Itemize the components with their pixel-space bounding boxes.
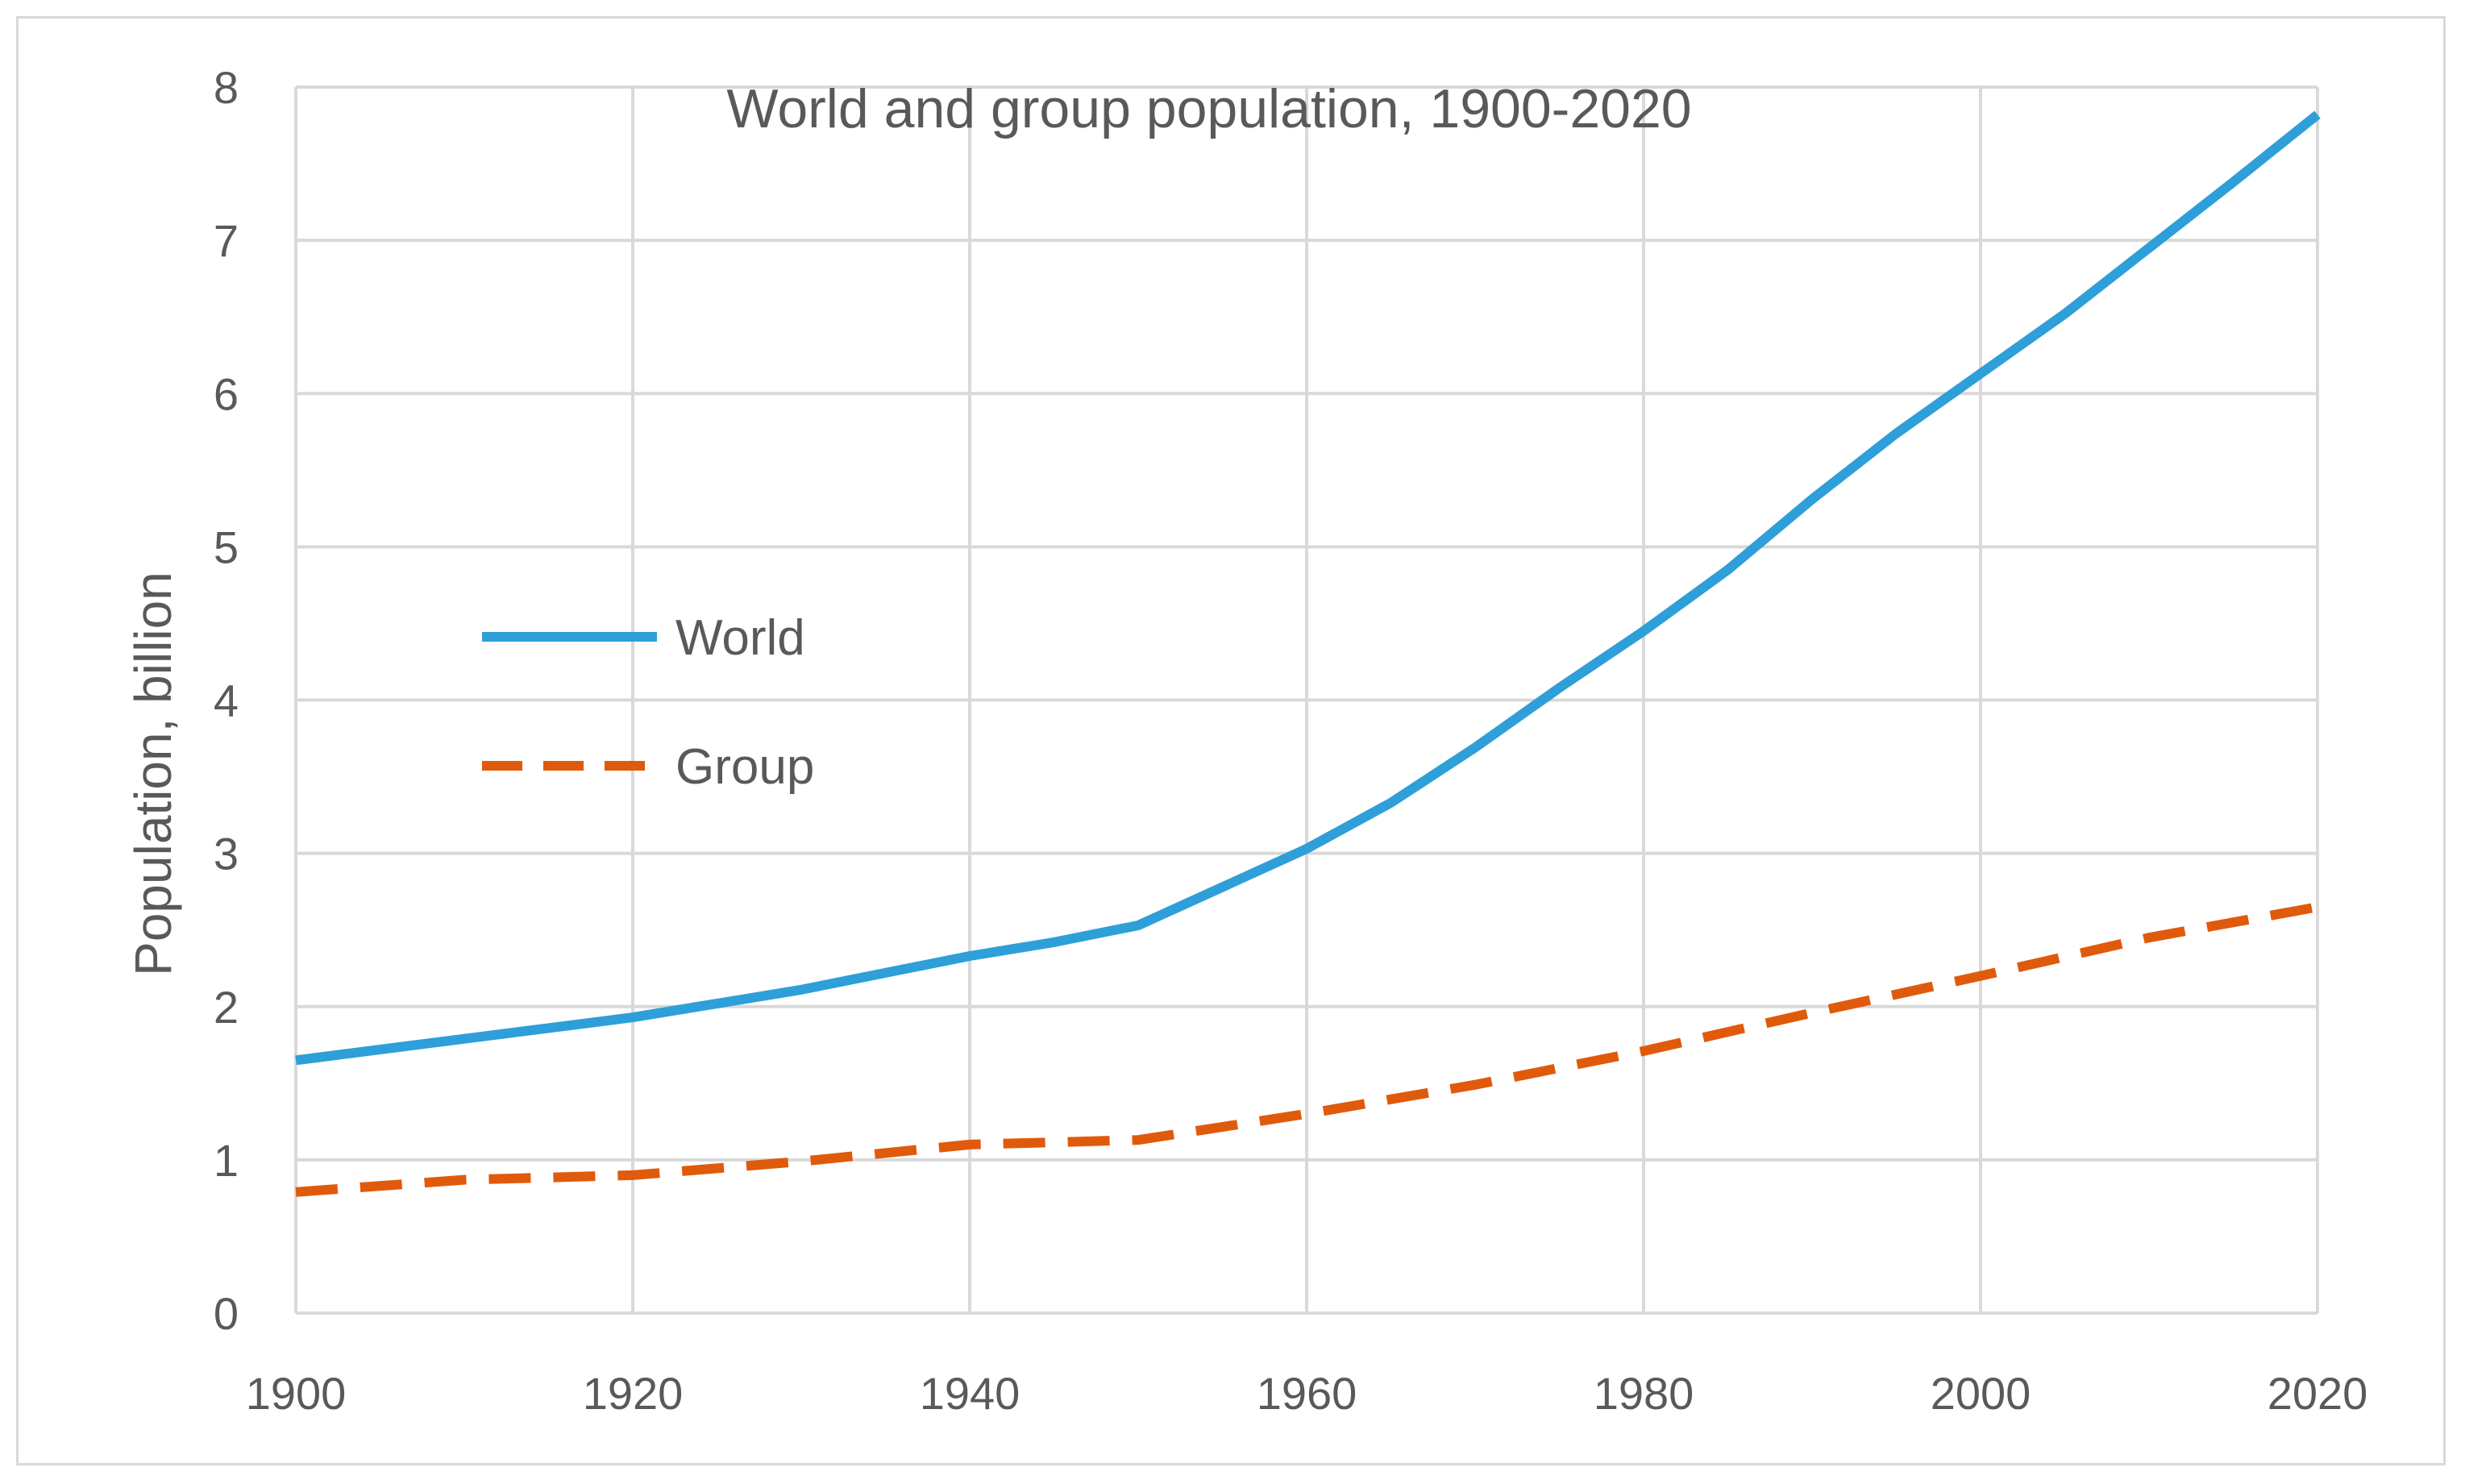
y-axis-label: Population, billion: [124, 572, 182, 976]
y-tick-label: 0: [214, 1288, 239, 1339]
y-tick-label: 4: [214, 675, 239, 726]
x-tick-label: 1980: [1594, 1368, 1694, 1419]
y-tick-label: 1: [214, 1135, 239, 1186]
series-line-world: [295, 110, 2321, 1066]
chart-title: World and group population, 1900-2020: [726, 78, 1691, 139]
legend-group-label: Group: [675, 739, 814, 795]
y-tick-label: 5: [214, 522, 239, 572]
x-tick-label: 2020: [2268, 1368, 2368, 1419]
y-tick-label: 8: [214, 62, 239, 113]
y-tick-label: 6: [214, 368, 239, 419]
series-line-group: [295, 902, 2319, 1197]
series-layer: [295, 110, 2321, 1197]
legend-world-label: World: [675, 610, 805, 666]
x-tick-label: 1920: [583, 1368, 684, 1419]
tick-labels: 0 1 2 3 4 5 6 7 8 1900 1920 1940 1960 1980 2000 2020: [214, 62, 2367, 1419]
y-tick-label: 3: [214, 829, 239, 879]
legend: World Group: [482, 610, 814, 795]
x-tick-label: 1940: [920, 1368, 1021, 1419]
y-tick-label: 2: [214, 982, 239, 1033]
x-tick-label: 1900: [246, 1368, 347, 1419]
y-tick-label: 7: [214, 215, 239, 266]
chart-frame: [16, 16, 2446, 1465]
gridlines: [294, 85, 2319, 1315]
x-tick-label: 1960: [1257, 1368, 1357, 1419]
x-tick-label: 2000: [1931, 1368, 2031, 1419]
